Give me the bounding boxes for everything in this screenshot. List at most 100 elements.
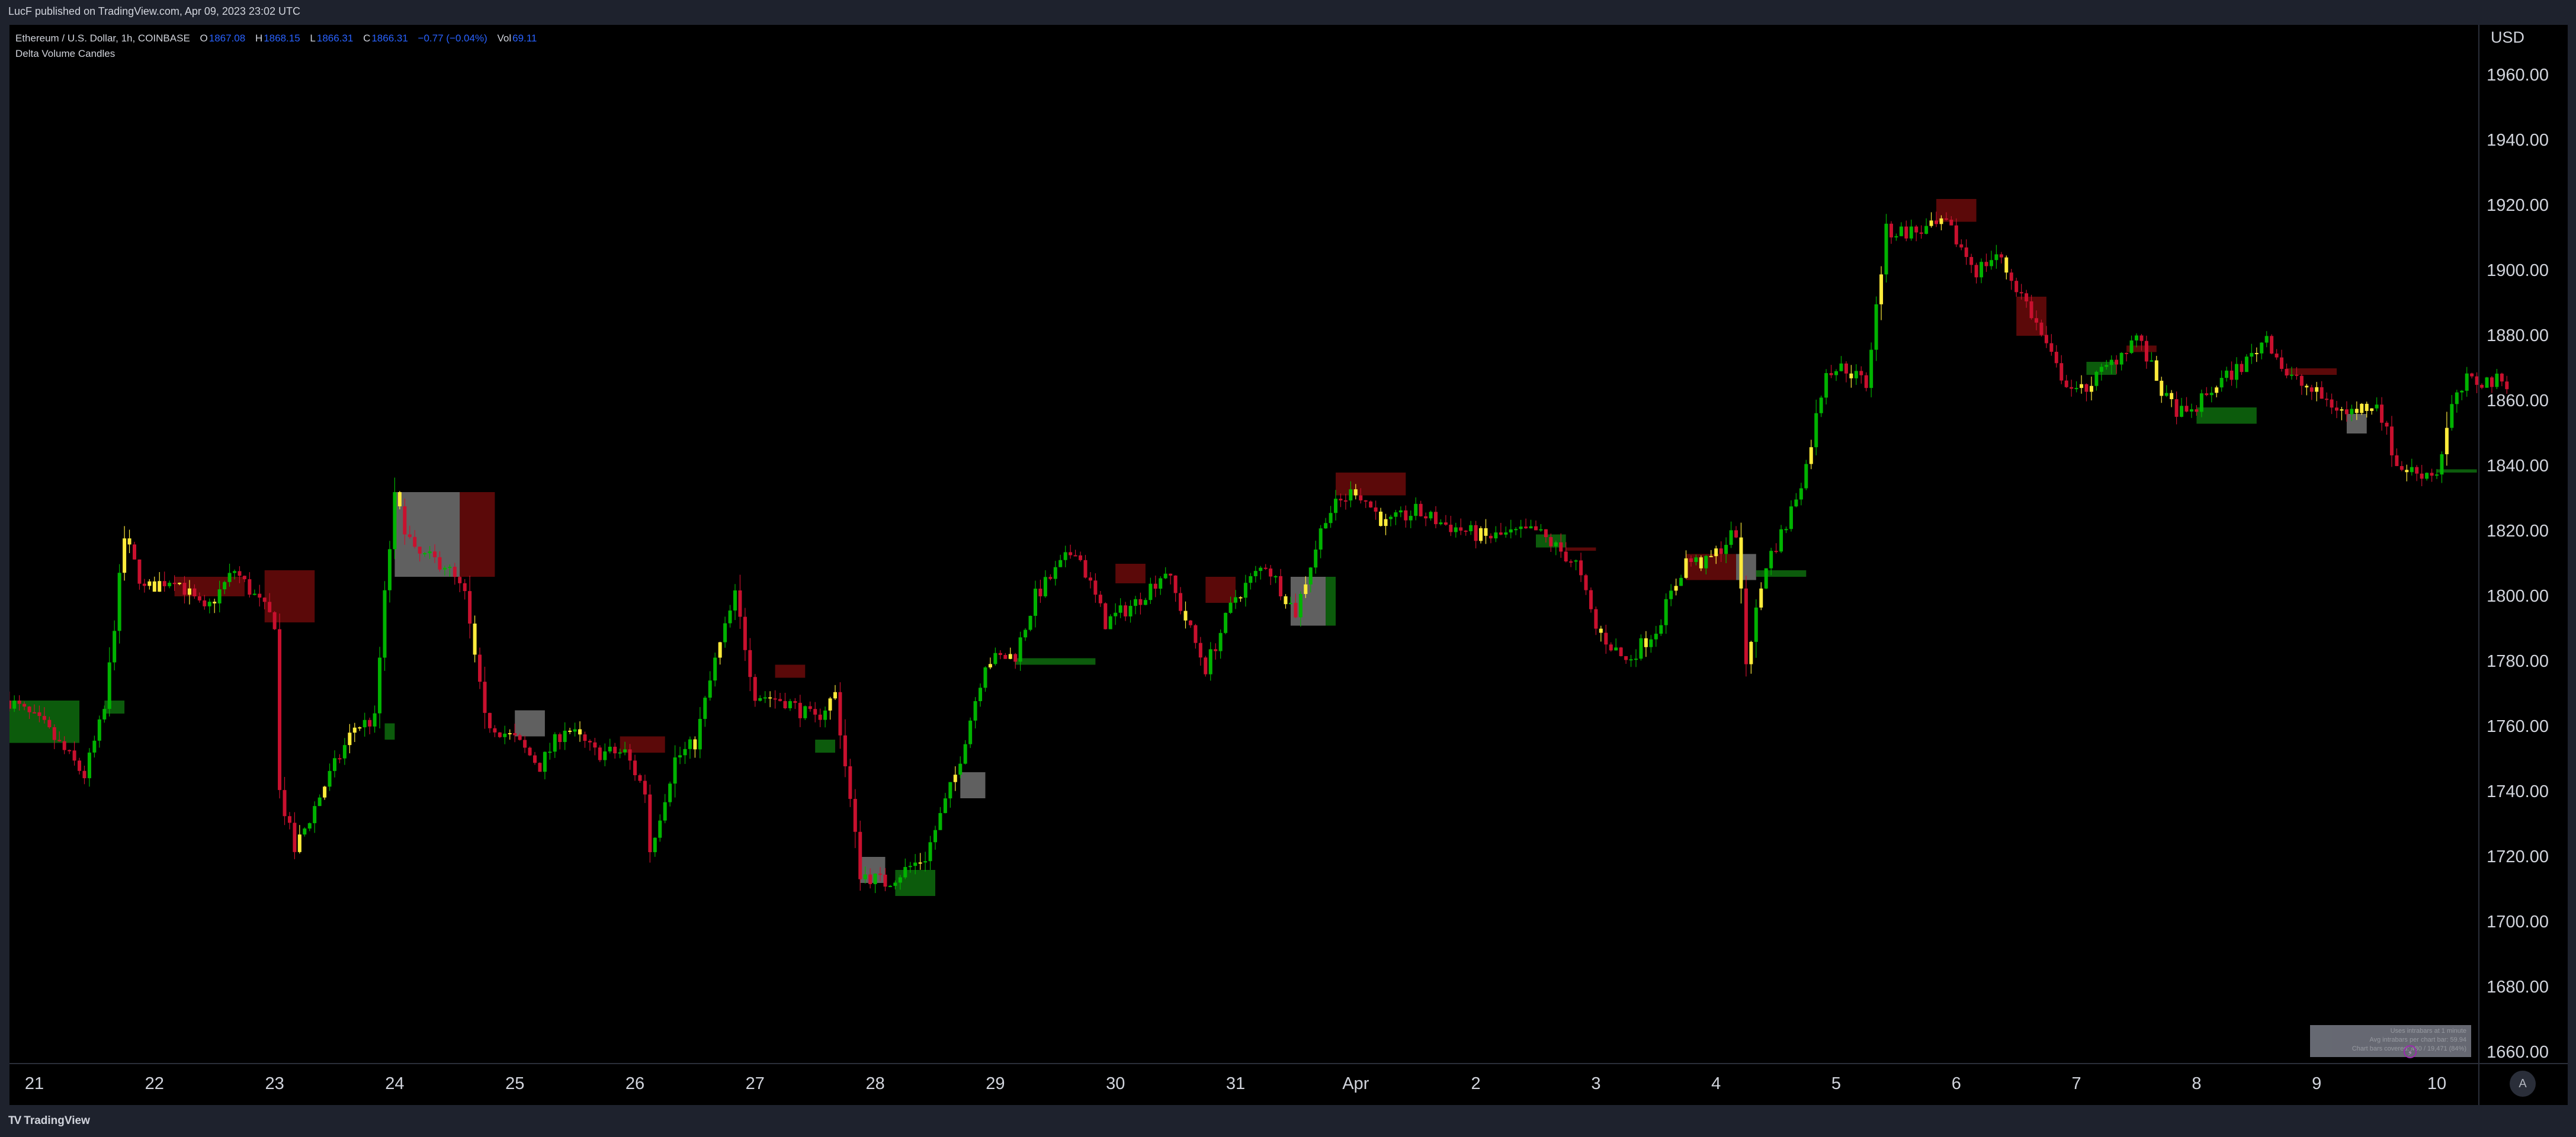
candle-body [2019, 292, 2023, 294]
candle-body [578, 729, 582, 735]
candle-body [883, 874, 887, 887]
chart-area[interactable]: 1660.00 1680.00 1700.00 1720.00 1740.00 1760.… [9, 25, 2568, 1105]
candle-body [1869, 349, 1874, 388]
candle-body [1379, 512, 1383, 526]
candle-body [973, 701, 977, 721]
candle-body [2455, 392, 2459, 404]
candle-body [1034, 589, 1037, 616]
candle-body [533, 755, 537, 763]
candle-body [423, 553, 427, 555]
candle-body [117, 573, 121, 631]
candle-body [1980, 262, 1984, 278]
open-value: 1867.08 [208, 33, 246, 44]
candle-body [1909, 226, 1913, 239]
candle-body [197, 596, 201, 600]
candle-body [2325, 399, 2329, 400]
time-tick-label: 5 [1831, 1074, 1841, 1093]
candle-body [152, 581, 156, 592]
intrabar-stats-box: Uses intrabars at 1 minute Avg intrabars… [2310, 1025, 2471, 1057]
candle-body [478, 654, 482, 682]
candle-body [588, 741, 592, 743]
candle-body [923, 861, 928, 863]
candle-body [1173, 575, 1178, 593]
candle-body [853, 799, 857, 832]
time-tick-label: 10 [2427, 1074, 2446, 1093]
candle-body [768, 697, 772, 699]
candle-body [2354, 409, 2359, 413]
candle-body [1774, 551, 1778, 553]
candle-body [1163, 573, 1167, 579]
candle-body [1024, 629, 1028, 638]
candle-body [358, 727, 362, 729]
volume-label: Vol [497, 33, 512, 44]
footer-bar: TV TradingView [0, 1105, 2576, 1137]
time-axis[interactable]: 21 22 23 24 25 26 27 28 29 30 31 Apr 2 3 4 5 6 7 8 9 10 [25, 1074, 2446, 1093]
candle-body [968, 720, 973, 744]
candle-body [1939, 218, 1943, 224]
candle-body [78, 760, 82, 771]
tradingview-logo[interactable]: TV TradingView [8, 1114, 90, 1128]
candle-body [863, 874, 867, 879]
candle-body [323, 786, 327, 798]
candle-body [743, 616, 747, 650]
candle-body [1834, 371, 1838, 375]
candle-body [1864, 375, 1868, 388]
candle-body [1649, 639, 1653, 647]
open-label: O [200, 33, 208, 44]
candle-body [368, 720, 372, 727]
price-tick-label: 1900.00 [2487, 261, 2549, 280]
price-tick-label: 1780.00 [2487, 652, 2549, 671]
candle-body [348, 733, 352, 746]
candle-body [1058, 560, 1063, 567]
candle-body [2225, 370, 2229, 378]
candle-body [242, 576, 246, 580]
symbol-description: Ethereum / U.S. Dollar, 1h, COINBASE [15, 33, 190, 44]
candle-body [1769, 551, 1773, 568]
price-axis[interactable]: 1660.00 1680.00 1700.00 1720.00 1740.00 1760.… [2487, 66, 2549, 1062]
candle-body [1614, 647, 1618, 651]
candle-body [2435, 474, 2439, 476]
candle-body [1114, 612, 1118, 616]
auto-scale-button[interactable]: A [2510, 1071, 2536, 1097]
candle-body [873, 873, 877, 885]
delta-volume-box [1205, 577, 1236, 603]
time-tick-label: 25 [505, 1074, 524, 1093]
candle-body [1764, 568, 1768, 589]
candle-body [1529, 526, 1533, 529]
candle-body [57, 740, 62, 741]
candle-body [1404, 510, 1408, 521]
candle-body [1504, 532, 1508, 535]
candle-body [1644, 638, 1648, 647]
candle-body [1298, 594, 1303, 618]
candle-body [2105, 365, 2109, 367]
candle-body [137, 559, 142, 584]
candle-body [1539, 529, 1543, 531]
candle-body [1729, 530, 1733, 545]
candle-body [848, 766, 852, 799]
price-chart[interactable]: 1660.00 1680.00 1700.00 1720.00 1740.00 1760.… [9, 25, 2568, 1105]
candle-body [798, 702, 802, 718]
candle-body [1659, 625, 1663, 634]
candle-body [1899, 226, 1903, 236]
candle-body [1204, 657, 1208, 675]
candle-body [2285, 368, 2289, 376]
candle-body [1669, 590, 1673, 599]
indicator-name[interactable]: Delta Volume Candles [15, 48, 116, 59]
candle-body [373, 713, 377, 727]
candle-body [703, 698, 707, 719]
candle-body [1353, 489, 1358, 496]
candle-body [1639, 638, 1643, 659]
candle-body [2054, 352, 2058, 364]
delta-volume-box [384, 723, 395, 740]
time-tick-label: 23 [265, 1074, 284, 1093]
candle-body [2209, 393, 2214, 396]
candle-body [17, 700, 21, 704]
close-value: 1866.31 [371, 33, 408, 44]
candle-body [272, 612, 277, 629]
candle-body [1509, 529, 1513, 533]
candle-body [1514, 529, 1518, 531]
candle-body [563, 730, 567, 743]
chart-legend[interactable]: Ethereum / U.S. Dollar, 1h, COINBASE O 18… [15, 31, 544, 62]
candle-body [1629, 659, 1633, 661]
candle-body [1218, 632, 1223, 651]
